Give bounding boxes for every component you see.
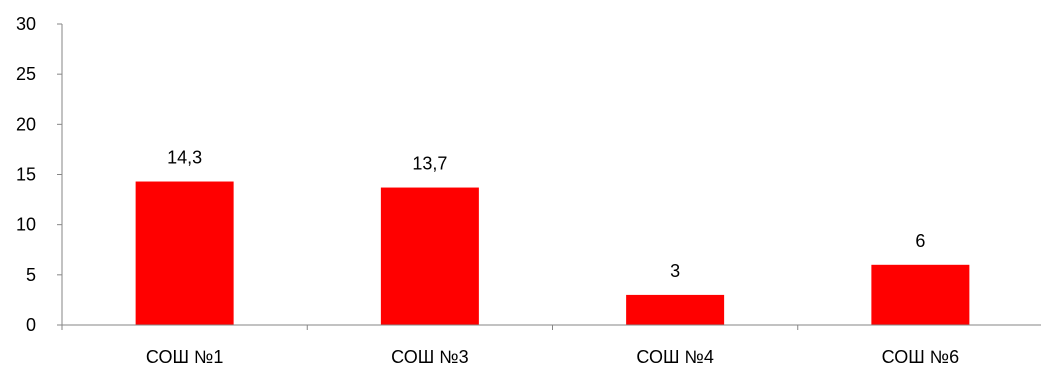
y-tick-label: 20 bbox=[16, 114, 36, 134]
category-label: СОШ №1 bbox=[146, 347, 223, 367]
x-axis-ticks: СОШ №1 СОШ №3 СОШ №4 СОШ №6 bbox=[61, 325, 959, 367]
bar bbox=[871, 264, 970, 325]
y-tick-label: 5 bbox=[26, 265, 36, 285]
y-tick-label: 0 bbox=[26, 315, 36, 335]
bar bbox=[135, 181, 234, 325]
y-axis-ticks: 0 5 10 15 20 25 30 bbox=[16, 14, 62, 335]
data-labels: 14,3 13,7 3 6 bbox=[167, 148, 925, 281]
bar bbox=[380, 187, 479, 325]
bar bbox=[626, 294, 725, 325]
y-tick-label: 30 bbox=[16, 14, 36, 34]
category-label: СОШ №4 bbox=[636, 347, 713, 367]
data-label: 14,3 bbox=[167, 148, 202, 168]
category-label: СОШ №6 bbox=[882, 347, 959, 367]
y-tick-label: 25 bbox=[16, 64, 36, 84]
data-label: 3 bbox=[670, 261, 680, 281]
y-tick-label: 10 bbox=[16, 215, 36, 235]
y-tick-label: 15 bbox=[16, 165, 36, 185]
bars bbox=[135, 181, 970, 325]
data-label: 6 bbox=[915, 231, 925, 251]
category-label: СОШ №3 bbox=[391, 347, 468, 367]
data-label: 13,7 bbox=[412, 154, 447, 174]
